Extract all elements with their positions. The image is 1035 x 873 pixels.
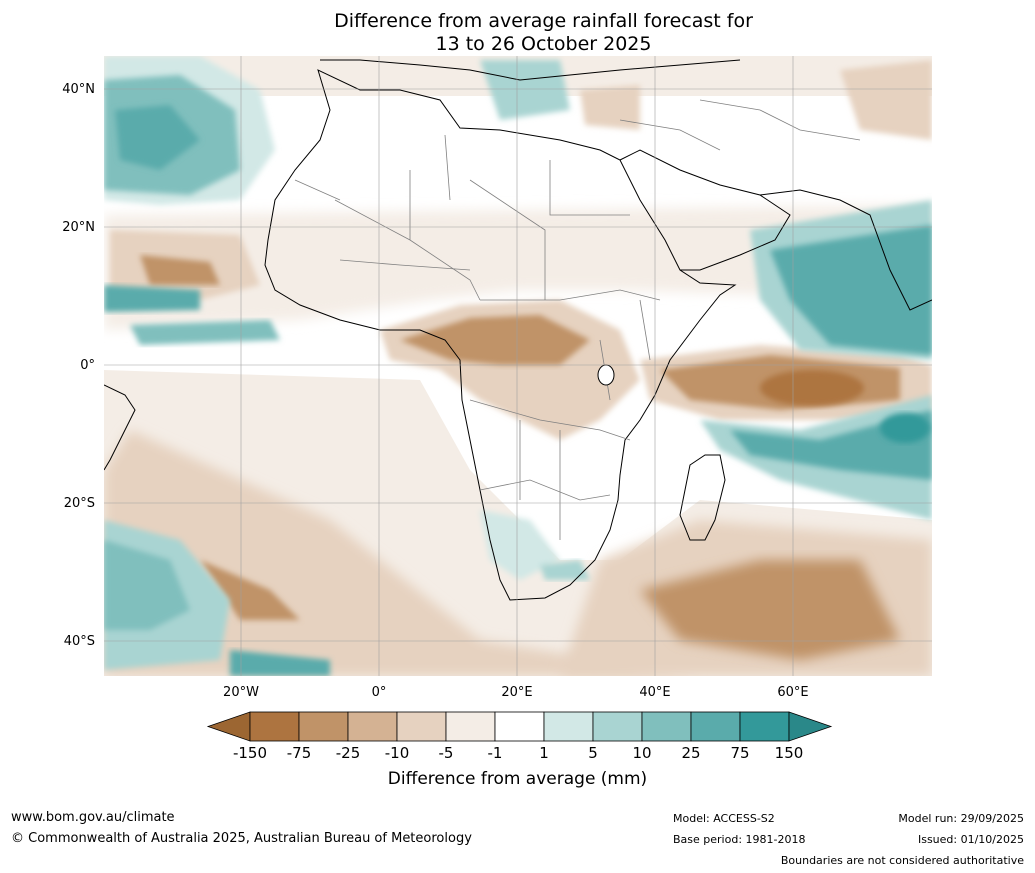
graticule (104, 56, 932, 676)
colorbar-tick-label: 75 (730, 744, 750, 762)
coastlines (104, 59, 932, 601)
lon-label: 0° (371, 685, 387, 700)
colorbar-tick-label: 150 (774, 744, 804, 762)
colorbar-tick-label: -5 (438, 744, 454, 762)
anomaly-field (104, 56, 932, 676)
issued-text: Issued: 01/10/2025 (917, 833, 1024, 846)
lat-label: 40°S (63, 634, 95, 649)
colorbar-tick-label: 10 (632, 744, 652, 762)
model-text: Model: ACCESS-S2 (673, 812, 775, 825)
colorbar-tick-label: 5 (588, 744, 598, 762)
map-title-line1: Difference from average rainfall forecas… (334, 10, 753, 32)
colorbar-tick-label: -75 (286, 744, 312, 762)
lat-label: 0° (80, 358, 95, 373)
colorbar-tick-label: 1 (539, 744, 549, 762)
copyright-text: © Commonwealth of Australia 2025, Austra… (11, 831, 472, 846)
lon-label: 60°E (777, 685, 809, 700)
website-text: www.bom.gov.au/climate (11, 810, 175, 825)
rainfall-anomaly-map (104, 56, 932, 676)
lon-label: 20°E (501, 685, 533, 700)
lat-label: 20°N (62, 220, 95, 235)
colorbar-tick-label: -1 (487, 744, 503, 762)
colorbar-tick-label: -150 (232, 744, 268, 762)
lat-label: 20°S (63, 496, 95, 511)
lon-label: 40°E (639, 685, 671, 700)
disclaimer-text: Boundaries are not considered authoritat… (780, 854, 1024, 867)
map-title-line2: 13 to 26 October 2025 (435, 33, 652, 55)
colorbar-tick-label: -10 (384, 744, 410, 762)
lon-label: 20°W (223, 685, 259, 700)
colorbar-tick-label: -25 (335, 744, 361, 762)
base-period-text: Base period: 1981-2018 (673, 833, 806, 846)
lat-label: 40°N (62, 82, 95, 97)
country-boundaries (294, 99, 861, 540)
lake-victoria (597, 364, 615, 386)
colorbar-tick-label: 25 (681, 744, 701, 762)
colorbar-title: Difference from average (mm) (387, 769, 648, 789)
model-run-text: Model run: 29/09/2025 (898, 812, 1024, 825)
